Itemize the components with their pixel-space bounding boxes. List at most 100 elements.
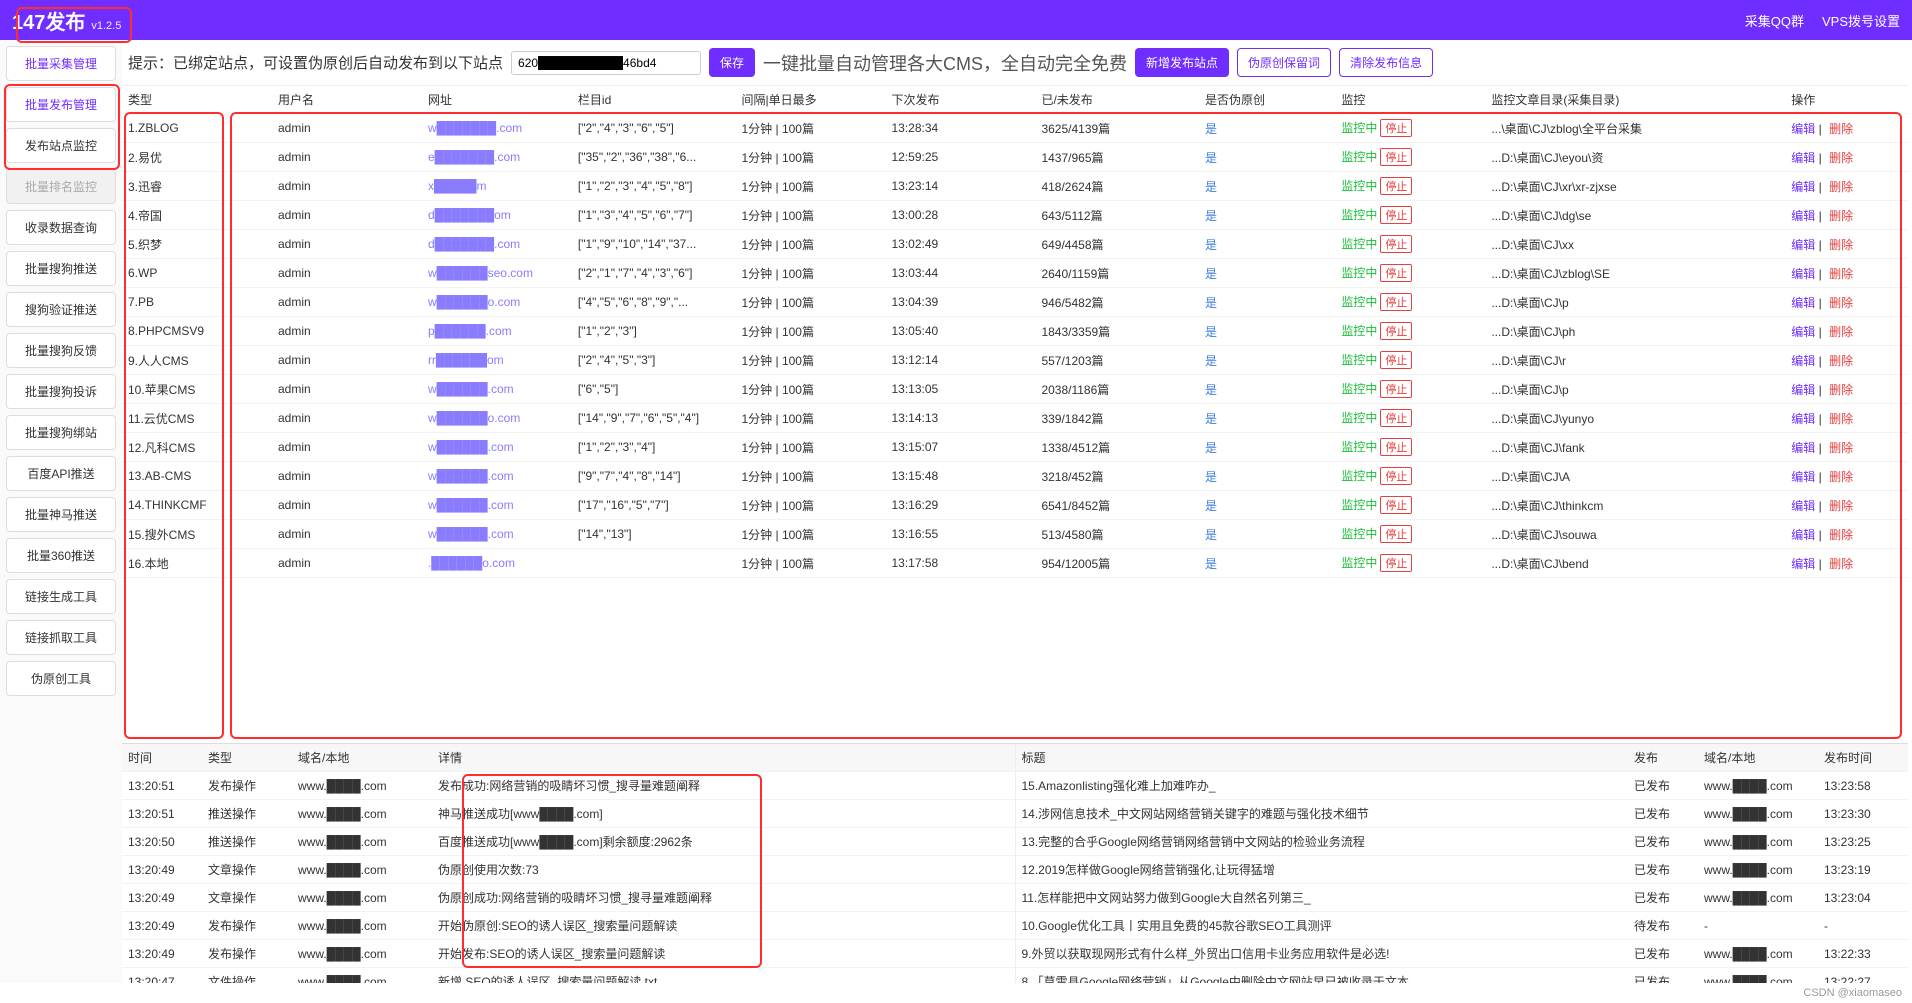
table-row: 14.THINKCMFadminw██████.com["17","16","5… [122, 491, 1908, 520]
delete-link[interactable]: 删除 [1829, 238, 1853, 252]
stop-button[interactable]: 停止 [1380, 119, 1412, 137]
sidebar-item-11[interactable]: 批量神马推送 [6, 497, 116, 532]
save-button[interactable]: 保存 [709, 48, 755, 77]
sidebar-item-9[interactable]: 批量搜狗绑站 [6, 415, 116, 450]
sidebar-item-12[interactable]: 批量360推送 [6, 538, 116, 573]
col-header: 间隔|单日最多 [736, 86, 886, 114]
header-link-qq[interactable]: 采集QQ群 [1745, 11, 1804, 30]
delete-link[interactable]: 删除 [1829, 470, 1853, 484]
edit-link[interactable]: 编辑 [1791, 383, 1815, 397]
sidebar-item-13[interactable]: 链接生成工具 [6, 579, 116, 614]
header-link-vps[interactable]: VPS拨号设置 [1822, 11, 1900, 30]
edit-link[interactable]: 编辑 [1791, 267, 1815, 281]
stop-button[interactable]: 停止 [1380, 235, 1412, 253]
edit-link[interactable]: 编辑 [1791, 238, 1815, 252]
table-row: 12.凡科CMSadminw██████.com["1","2","3","4"… [122, 433, 1908, 462]
sidebar-item-1[interactable]: 批量发布管理 [6, 87, 116, 122]
edit-link[interactable]: 编辑 [1791, 528, 1815, 542]
stop-button[interactable]: 停止 [1380, 496, 1412, 514]
delete-link[interactable]: 删除 [1829, 296, 1853, 310]
delete-link[interactable]: 删除 [1829, 151, 1853, 165]
delete-link[interactable]: 删除 [1829, 354, 1853, 368]
sidebar: 批量采集管理批量发布管理发布站点监控批量排名监控收录数据查询批量搜狗推送搜狗验证… [0, 40, 122, 983]
log-row: 13:20:50推送操作www.████.com百度推送成功[www████.c… [122, 828, 1015, 856]
stop-button[interactable]: 停止 [1380, 148, 1412, 166]
edit-link[interactable]: 编辑 [1791, 180, 1815, 194]
tip-text: 提示：已绑定站点，可设置伪原创后自动发布到以下站点 [128, 52, 503, 73]
delete-link[interactable]: 删除 [1829, 383, 1853, 397]
stop-button[interactable]: 停止 [1380, 206, 1412, 224]
log-left: 时间类型域名/本地详情 13:20:51发布操作www.████.com发布成功… [122, 744, 1016, 983]
delete-link[interactable]: 删除 [1829, 499, 1853, 513]
main-table-wrap: 类型用户名网址栏目id间隔|单日最多下次发布已/未发布是否伪原创监控监控文章目录… [122, 85, 1908, 743]
clear-button[interactable]: 清除发布信息 [1339, 48, 1433, 77]
log-row: 13:20:49文章操作www.████.com伪原创使用次数:73 [122, 856, 1015, 884]
footer-credit: CSDN @xiaomaseo [0, 983, 1912, 1003]
add-site-button[interactable]: 新增发布站点 [1135, 48, 1229, 77]
table-row: 3.迅睿adminx█████m["1","2","3","4","5","8"… [122, 172, 1908, 201]
col-header: 用户名 [272, 86, 422, 114]
sidebar-item-10[interactable]: 百度API推送 [6, 456, 116, 491]
delete-link[interactable]: 删除 [1829, 209, 1853, 223]
edit-link[interactable]: 编辑 [1791, 151, 1815, 165]
stop-button[interactable]: 停止 [1380, 293, 1412, 311]
stop-button[interactable]: 停止 [1380, 380, 1412, 398]
stop-button[interactable]: 停止 [1380, 322, 1412, 340]
slogan-text: 一键批量自动管理各大CMS，全自动完全免费 [763, 50, 1127, 76]
table-row: 2.易优admine███████.com["35","2","36","38"… [122, 143, 1908, 172]
stop-button[interactable]: 停止 [1380, 467, 1412, 485]
edit-link[interactable]: 编辑 [1791, 325, 1815, 339]
token-input[interactable] [511, 51, 701, 75]
sidebar-item-8[interactable]: 批量搜狗投诉 [6, 374, 116, 409]
edit-link[interactable]: 编辑 [1791, 354, 1815, 368]
stop-button[interactable]: 停止 [1380, 351, 1412, 369]
log-row: 13:20:49发布操作www.████.com开始发布:SEO的诱人误区_搜索… [122, 940, 1015, 968]
col-header: 操作 [1785, 86, 1908, 114]
stop-button[interactable]: 停止 [1380, 525, 1412, 543]
delete-link[interactable]: 删除 [1829, 267, 1853, 281]
app-title: 147发布 [12, 6, 85, 35]
delete-link[interactable]: 删除 [1829, 325, 1853, 339]
table-row: 4.帝国admind███████om["1","3","4","5","6",… [122, 201, 1908, 230]
sidebar-item-2[interactable]: 发布站点监控 [6, 128, 116, 163]
sidebar-item-4[interactable]: 收录数据查询 [6, 210, 116, 245]
sidebar-item-15[interactable]: 伪原创工具 [6, 661, 116, 696]
sidebar-item-7[interactable]: 批量搜狗反馈 [6, 333, 116, 368]
col-header: 是否伪原创 [1199, 86, 1335, 114]
edit-link[interactable]: 编辑 [1791, 441, 1815, 455]
log-row: 13:20:47文件操作www.████.com新增 SEO的诱人误区_搜索量问… [122, 968, 1015, 984]
delete-link[interactable]: 删除 [1829, 412, 1853, 426]
edit-link[interactable]: 编辑 [1791, 499, 1815, 513]
sidebar-item-6[interactable]: 搜狗验证推送 [6, 292, 116, 327]
sidebar-item-5[interactable]: 批量搜狗推送 [6, 251, 116, 286]
stop-button[interactable]: 停止 [1380, 409, 1412, 427]
log-row: 13.完整的合乎Google网络营销网络营销中文网站的检验业务流程已发布www.… [1016, 828, 1909, 856]
edit-link[interactable]: 编辑 [1791, 470, 1815, 484]
reserve-button[interactable]: 伪原创保留词 [1237, 48, 1331, 77]
log-row: 12.2019怎样做Google网络营销强化,让玩得猛增已发布www.████.… [1016, 856, 1909, 884]
log-row: 9.外贸以获取现网形式有什么样_外贸出口信用卡业务应用软件是必选!已发布www.… [1016, 940, 1909, 968]
edit-link[interactable]: 编辑 [1791, 412, 1815, 426]
log-row: 13:20:49文章操作www.████.com伪原创成功:网络营销的吸睛坏习惯… [122, 884, 1015, 912]
delete-link[interactable]: 删除 [1829, 557, 1853, 571]
sidebar-item-0[interactable]: 批量采集管理 [6, 46, 116, 81]
stop-button[interactable]: 停止 [1380, 264, 1412, 282]
stop-button[interactable]: 停止 [1380, 554, 1412, 572]
edit-link[interactable]: 编辑 [1791, 557, 1815, 571]
delete-link[interactable]: 删除 [1829, 441, 1853, 455]
table-row: 5.织梦admind███████.com["1","9","10","14",… [122, 230, 1908, 259]
col-header: 类型 [122, 86, 272, 114]
log-row: 13:20:51推送操作www.████.com神马推送成功[www████.c… [122, 800, 1015, 828]
delete-link[interactable]: 删除 [1829, 180, 1853, 194]
col-header: 网址 [422, 86, 572, 114]
edit-link[interactable]: 编辑 [1791, 296, 1815, 310]
delete-link[interactable]: 删除 [1829, 528, 1853, 542]
edit-link[interactable]: 编辑 [1791, 209, 1815, 223]
col-header: 监控 [1335, 86, 1485, 114]
sidebar-item-14[interactable]: 链接抓取工具 [6, 620, 116, 655]
stop-button[interactable]: 停止 [1380, 438, 1412, 456]
main-table: 类型用户名网址栏目id间隔|单日最多下次发布已/未发布是否伪原创监控监控文章目录… [122, 86, 1908, 578]
stop-button[interactable]: 停止 [1380, 177, 1412, 195]
edit-link[interactable]: 编辑 [1791, 122, 1815, 136]
delete-link[interactable]: 删除 [1829, 122, 1853, 136]
